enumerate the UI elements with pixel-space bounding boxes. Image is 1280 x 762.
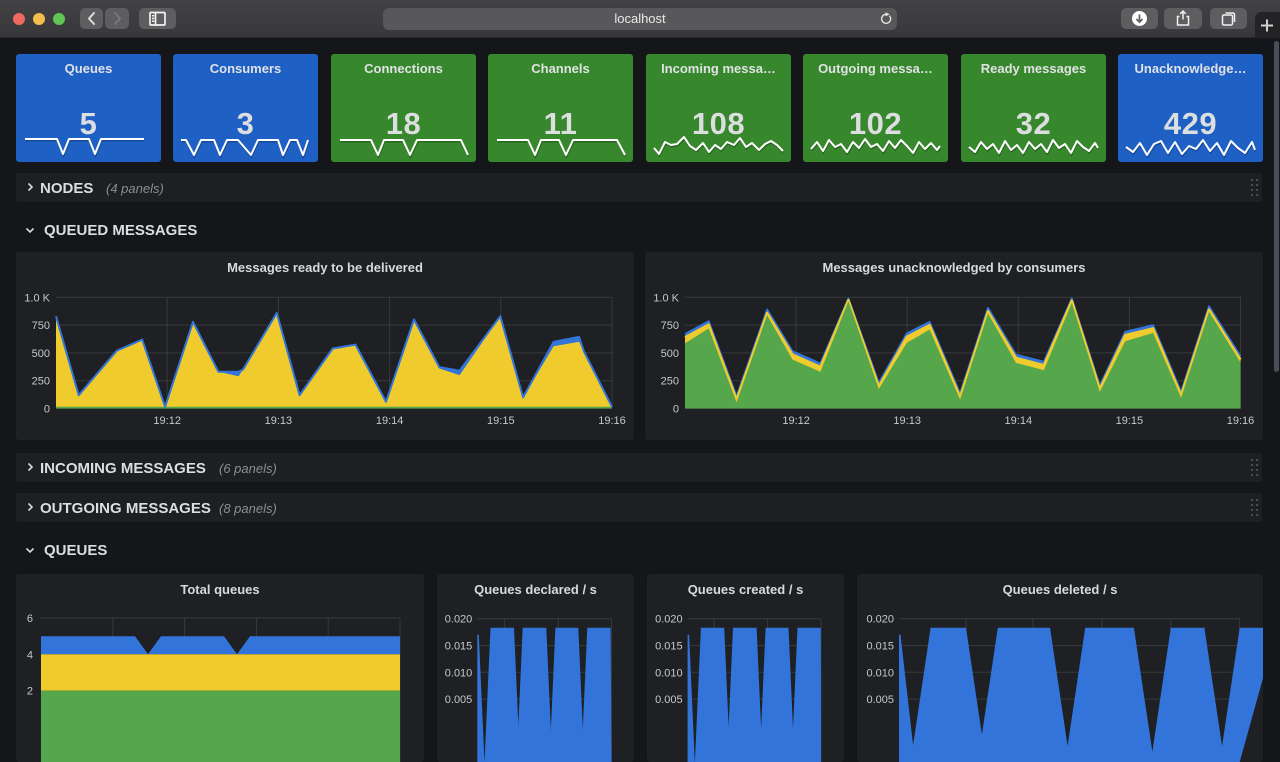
svg-text:0.015: 0.015 [445,641,473,653]
svg-text:1.0 K: 1.0 K [24,292,50,304]
svg-text:2: 2 [27,686,33,698]
svg-text:19:12: 19:12 [782,415,810,427]
svg-text:19:15: 19:15 [487,415,515,427]
svg-text:0.005: 0.005 [445,694,473,706]
svg-text:1.0 K: 1.0 K [653,292,679,304]
svg-text:19:16: 19:16 [598,415,626,427]
svg-text:4: 4 [27,649,33,661]
svg-text:750: 750 [32,320,50,332]
svg-text:19:13: 19:13 [265,415,293,427]
svg-text:250: 250 [32,376,50,388]
svg-text:0: 0 [673,404,679,416]
svg-text:0.005: 0.005 [866,694,894,706]
svg-text:0.015: 0.015 [655,641,683,653]
svg-text:0.010: 0.010 [445,667,473,679]
svg-text:0.005: 0.005 [655,694,683,706]
svg-text:0.015: 0.015 [866,641,894,653]
svg-text:0: 0 [44,404,50,416]
svg-text:500: 500 [661,348,679,360]
svg-text:19:13: 19:13 [893,415,921,427]
svg-text:0.010: 0.010 [866,667,894,679]
svg-text:19:14: 19:14 [376,415,404,427]
svg-text:0.020: 0.020 [445,614,473,626]
svg-text:250: 250 [661,376,679,388]
svg-text:19:15: 19:15 [1116,415,1144,427]
svg-text:750: 750 [661,320,679,332]
svg-text:500: 500 [32,348,50,360]
svg-text:0.010: 0.010 [655,667,683,679]
svg-text:6: 6 [27,613,33,625]
svg-text:19:16: 19:16 [1227,415,1255,427]
svg-text:0.020: 0.020 [655,614,683,626]
svg-text:19:12: 19:12 [153,415,181,427]
svg-text:19:14: 19:14 [1005,415,1033,427]
svg-text:0.020: 0.020 [866,614,894,626]
